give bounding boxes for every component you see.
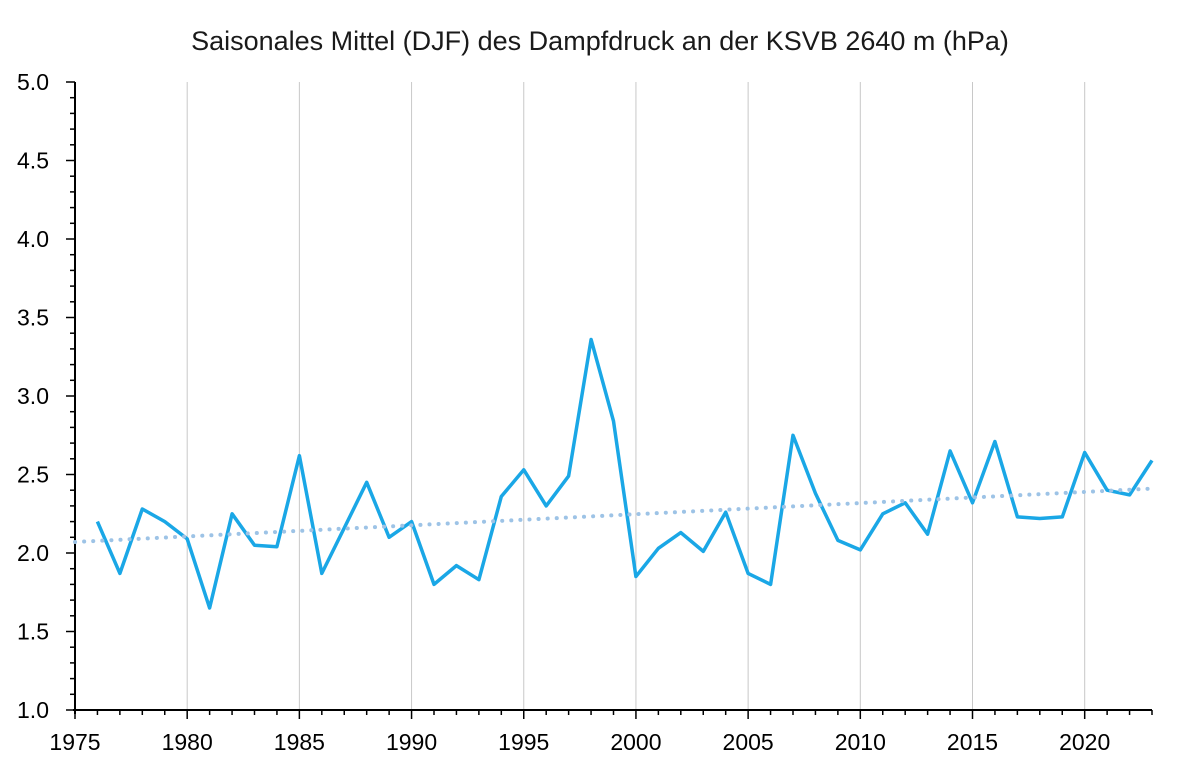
y-tick-label: 4.0 xyxy=(17,226,49,252)
chart-title: Saisonales Mittel (DJF) des Dampfdruck a… xyxy=(191,26,1009,56)
y-tick-label: 3.5 xyxy=(17,305,49,331)
x-tick-label: 2015 xyxy=(947,729,998,755)
axes xyxy=(66,81,1153,719)
data-series-line xyxy=(95,337,1154,610)
y-tick-label: 2.0 xyxy=(17,540,49,566)
y-tick-label: 4.5 xyxy=(17,148,49,174)
series xyxy=(73,337,1154,610)
y-tick-label: 1.0 xyxy=(17,697,49,723)
y-tick-label: 1.5 xyxy=(17,619,49,645)
x-tick-label: 1990 xyxy=(386,729,437,755)
x-tick-label: 1975 xyxy=(49,729,100,755)
x-tick-label: 1980 xyxy=(162,729,213,755)
x-tick-label: 2010 xyxy=(835,729,886,755)
x-tick-label: 2000 xyxy=(610,729,661,755)
gridlines xyxy=(186,82,1086,710)
x-tick-label: 1985 xyxy=(274,729,325,755)
x-tick-label: 1995 xyxy=(498,729,549,755)
y-tick-label: 5.0 xyxy=(17,69,49,95)
x-tick-label: 2005 xyxy=(723,729,774,755)
trend-line xyxy=(73,486,1154,544)
y-tick-label: 3.0 xyxy=(17,383,49,409)
x-tick-label: 2020 xyxy=(1059,729,1110,755)
y-tick-label: 2.5 xyxy=(17,462,49,488)
tick-labels: 1.0 1.5 2.0 2.5 3.0 3.5 4.0 4.5 5.0 1975 1980 1985 1… xyxy=(17,69,1110,755)
